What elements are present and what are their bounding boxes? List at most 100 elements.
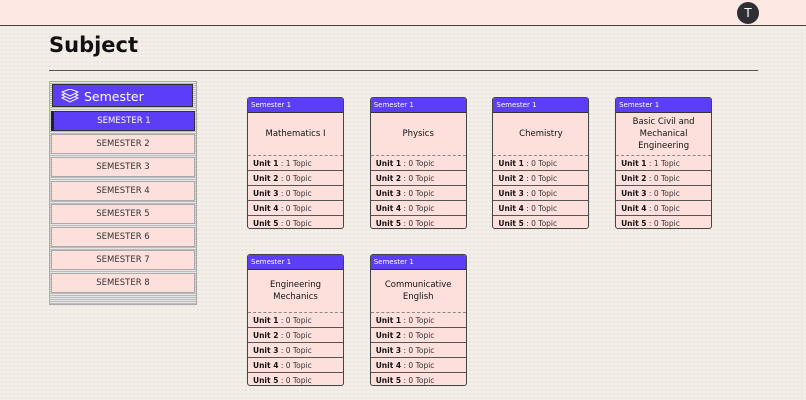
card-title: Basic Civil and Mechanical Engineering (616, 113, 712, 156)
card-title: Communicative English (370, 270, 466, 313)
unit-label: Unit 4 (253, 361, 279, 370)
unit-detail: : 0 Topic (526, 174, 558, 183)
unit-row: Unit 3 : 0 Topic (248, 186, 343, 201)
avatar[interactable]: T (737, 2, 759, 24)
unit-row: Unit 2 : 0 Topic (248, 328, 343, 343)
card-tag: Semester 1 (493, 98, 589, 113)
unit-row: Unit 4 : 0 Topic (370, 201, 466, 216)
unit-row: Unit 1 : 0 Topic (248, 313, 343, 328)
unit-label: Unit 5 (498, 219, 524, 228)
semester-item[interactable]: SEMESTER 4 (51, 180, 195, 201)
subject-card[interactable]: Semester 1 Communicative English Unit 1 : … (369, 254, 467, 386)
unit-label: Unit 2 (498, 174, 524, 183)
unit-detail: : 0 Topic (280, 346, 312, 355)
unit-row: Unit 4 : 0 Topic (616, 201, 712, 216)
card-tag: Semester 1 (370, 255, 466, 270)
unit-row: Unit 5 : 0 Topic (248, 216, 343, 228)
unit-label: Unit 1 (498, 159, 524, 168)
unit-row: Unit 1 : 0 Topic (493, 156, 589, 171)
unit-row: Unit 4 : 0 Topic (248, 201, 343, 216)
page-title: Subject (49, 33, 139, 57)
semester-item[interactable]: SEMESTER 6 (51, 227, 195, 247)
sidebar-heading: Semester (52, 84, 193, 107)
subject-card[interactable]: Semester 1 Engineering Mechanics Unit 1 : … (247, 254, 344, 386)
unit-label: Unit 1 (621, 159, 647, 168)
unit-label: Unit 1 (253, 159, 279, 168)
unit-row: Unit 4 : 0 Topic (370, 358, 466, 373)
unit-detail: : 0 Topic (280, 331, 312, 340)
unit-row: Unit 2 : 0 Topic (248, 171, 343, 186)
unit-row: Unit 2 : 0 Topic (370, 171, 466, 186)
unit-row: Unit 2 : 0 Topic (370, 328, 466, 343)
unit-detail: : 0 Topic (648, 189, 680, 198)
unit-row: Unit 2 : 0 Topic (616, 171, 712, 186)
unit-label: Unit 4 (375, 204, 402, 213)
card-title: Physics (370, 113, 466, 156)
unit-row: Unit 5 : 0 Topic (248, 373, 343, 385)
unit-label: Unit 5 (253, 376, 279, 385)
unit-row: Unit 2 : 0 Topic (493, 171, 589, 186)
unit-row: Unit 3 : 0 Topic (370, 186, 466, 201)
semester-item[interactable]: SEMESTER 8 (51, 273, 195, 294)
card-tag: Semester 1 (616, 98, 712, 113)
unit-row: Unit 5 : 0 Topic (371, 373, 466, 385)
card-tag: Semester 1 (248, 98, 343, 113)
unit-detail: : 0 Topic (648, 204, 680, 213)
subject-card[interactable]: Semester 1 Basic Civil and Mechanical Eng… (615, 97, 713, 229)
unit-label: Unit 5 (375, 219, 402, 228)
unit-detail: : 0 Topic (403, 204, 435, 213)
unit-detail: : 0 Topic (526, 159, 558, 168)
card-title: Engineering Mechanics (248, 270, 343, 313)
unit-label: Unit 4 (253, 204, 279, 213)
unit-row: Unit 3 : 0 Topic (616, 186, 712, 201)
unit-detail: : 0 Topic (280, 204, 312, 213)
unit-label: Unit 4 (498, 204, 524, 213)
unit-detail: : 0 Topic (526, 219, 558, 228)
unit-row: Unit 1 : 0 Topic (370, 156, 466, 171)
unit-detail: : 0 Topic (280, 174, 312, 183)
semester-item[interactable]: SEMESTER 2 (51, 134, 195, 155)
unit-detail: : 0 Topic (403, 189, 435, 198)
unit-row: Unit 3 : 0 Topic (370, 343, 466, 358)
stack-icon (61, 89, 79, 103)
unit-label: Unit 5 (375, 376, 402, 385)
unit-label: Unit 3 (621, 189, 647, 198)
unit-detail: : 0 Topic (648, 174, 680, 183)
unit-label: Unit 3 (253, 189, 279, 198)
unit-detail: : 0 Topic (403, 346, 435, 355)
unit-row: Unit 4 : 0 Topic (248, 358, 343, 373)
unit-label: Unit 1 (253, 316, 279, 325)
card-title: Chemistry (493, 113, 589, 156)
card-tag: Semester 1 (248, 255, 343, 270)
unit-label: Unit 2 (253, 174, 279, 183)
card-tag: Semester 1 (370, 98, 466, 113)
subject-card[interactable]: Semester 1 Chemistry Unit 1 : 0 Topic Unit … (492, 97, 590, 229)
unit-label: Unit 2 (375, 174, 402, 183)
unit-label: Unit 3 (498, 189, 524, 198)
unit-label: Unit 2 (375, 331, 402, 340)
unit-row: Unit 1 : 1 Topic (248, 156, 343, 171)
unit-row: Unit 5 : 0 Topic (616, 216, 711, 228)
unit-label: Unit 3 (375, 346, 402, 355)
unit-detail: : 0 Topic (403, 174, 435, 183)
semester-item[interactable]: SEMESTER 1 (51, 111, 195, 131)
unit-detail: : 1 Topic (648, 159, 680, 168)
unit-detail: : 0 Topic (280, 361, 312, 370)
unit-label: Unit 4 (375, 361, 402, 370)
semester-item[interactable]: SEMESTER 3 (51, 157, 195, 178)
unit-label: Unit 2 (621, 174, 647, 183)
unit-detail: : 1 Topic (280, 159, 312, 168)
subject-card[interactable]: Semester 1 Mathematics I Unit 1 : 1 Topic U… (247, 97, 344, 229)
unit-detail: : 0 Topic (403, 361, 435, 370)
sidebar-heading-text: Semester (84, 89, 144, 104)
unit-row: Unit 3 : 0 Topic (248, 343, 343, 358)
subject-card[interactable]: Semester 1 Physics Unit 1 : 0 Topic Unit 2 … (369, 97, 467, 229)
semester-item[interactable]: SEMESTER 5 (51, 203, 195, 224)
unit-detail: : 0 Topic (403, 376, 435, 385)
unit-detail: : 0 Topic (403, 316, 435, 325)
unit-label: Unit 2 (253, 331, 279, 340)
semester-item[interactable]: SEMESTER 7 (51, 250, 195, 271)
unit-row: Unit 1 : 0 Topic (370, 313, 466, 328)
